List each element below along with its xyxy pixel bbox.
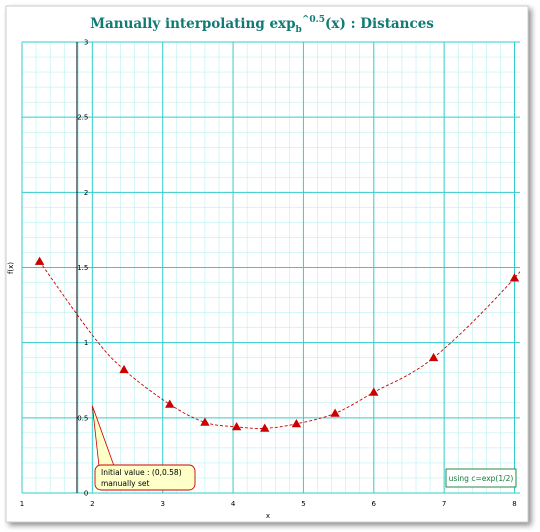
- annotation: Initial value : (0,0.58) manually set: [91, 405, 196, 491]
- annotation-line-1: Initial value : (0,0.58): [101, 468, 182, 477]
- data-point-marker: [231, 422, 242, 431]
- y-tick-label: 1: [84, 339, 88, 347]
- chart-title: Manually interpolating expb^0.5(x) : Dis…: [90, 15, 434, 35]
- data-point-marker: [291, 419, 302, 428]
- x-tick-labels: 1 2 3 4 5 6 7 8: [20, 500, 517, 508]
- data-point-marker: [369, 387, 379, 396]
- annotation-line-2: manually set: [101, 479, 150, 488]
- legend: using c=exp(1/2): [445, 468, 517, 488]
- legend-text: using c=exp(1/2): [449, 474, 514, 483]
- data-point-marker: [200, 417, 210, 426]
- chart-title-sup: ^0.5: [302, 15, 325, 25]
- y-tick-label: 0.5: [77, 414, 88, 422]
- annotation-box: [94, 464, 196, 491]
- legend-box: [445, 468, 517, 488]
- x-axis-label: x: [266, 512, 270, 520]
- y-axis-label: f(x): [7, 262, 15, 274]
- data-point-marker: [428, 352, 439, 362]
- series-markers: [34, 256, 520, 432]
- x-tick-label: 3: [160, 500, 164, 508]
- data-point-marker: [165, 399, 175, 408]
- x-tick-label: 4: [231, 500, 236, 508]
- x-tick-label: 6: [372, 500, 377, 508]
- data-point-marker: [260, 423, 270, 432]
- y-tick-label: 3: [84, 39, 88, 47]
- y-tick-label: 2.5: [77, 114, 88, 122]
- x-tick-label: 7: [442, 500, 446, 508]
- x-tick-label: 2: [90, 500, 94, 508]
- chart-title-main: Manually interpolating exp: [90, 16, 295, 32]
- chart-title-tail: (x) : Distances: [325, 16, 434, 32]
- y-tick-label: 0: [84, 490, 88, 498]
- chart-title-sub: b: [296, 25, 302, 35]
- grid-major: [21, 41, 520, 494]
- x-tick-label: 1: [20, 500, 24, 508]
- y-tick-labels: 0 0.5 1 1.5 2 2.5 3: [77, 39, 88, 498]
- data-point-marker: [509, 273, 520, 282]
- y-tick-label: 1.5: [77, 264, 88, 272]
- x-tick-label: 8: [512, 500, 516, 508]
- data-point-marker: [330, 408, 340, 417]
- data-point-marker: [119, 364, 129, 374]
- y-tick-label: 2: [84, 189, 88, 197]
- data-point-marker: [34, 256, 45, 265]
- x-tick-label: 5: [301, 500, 305, 508]
